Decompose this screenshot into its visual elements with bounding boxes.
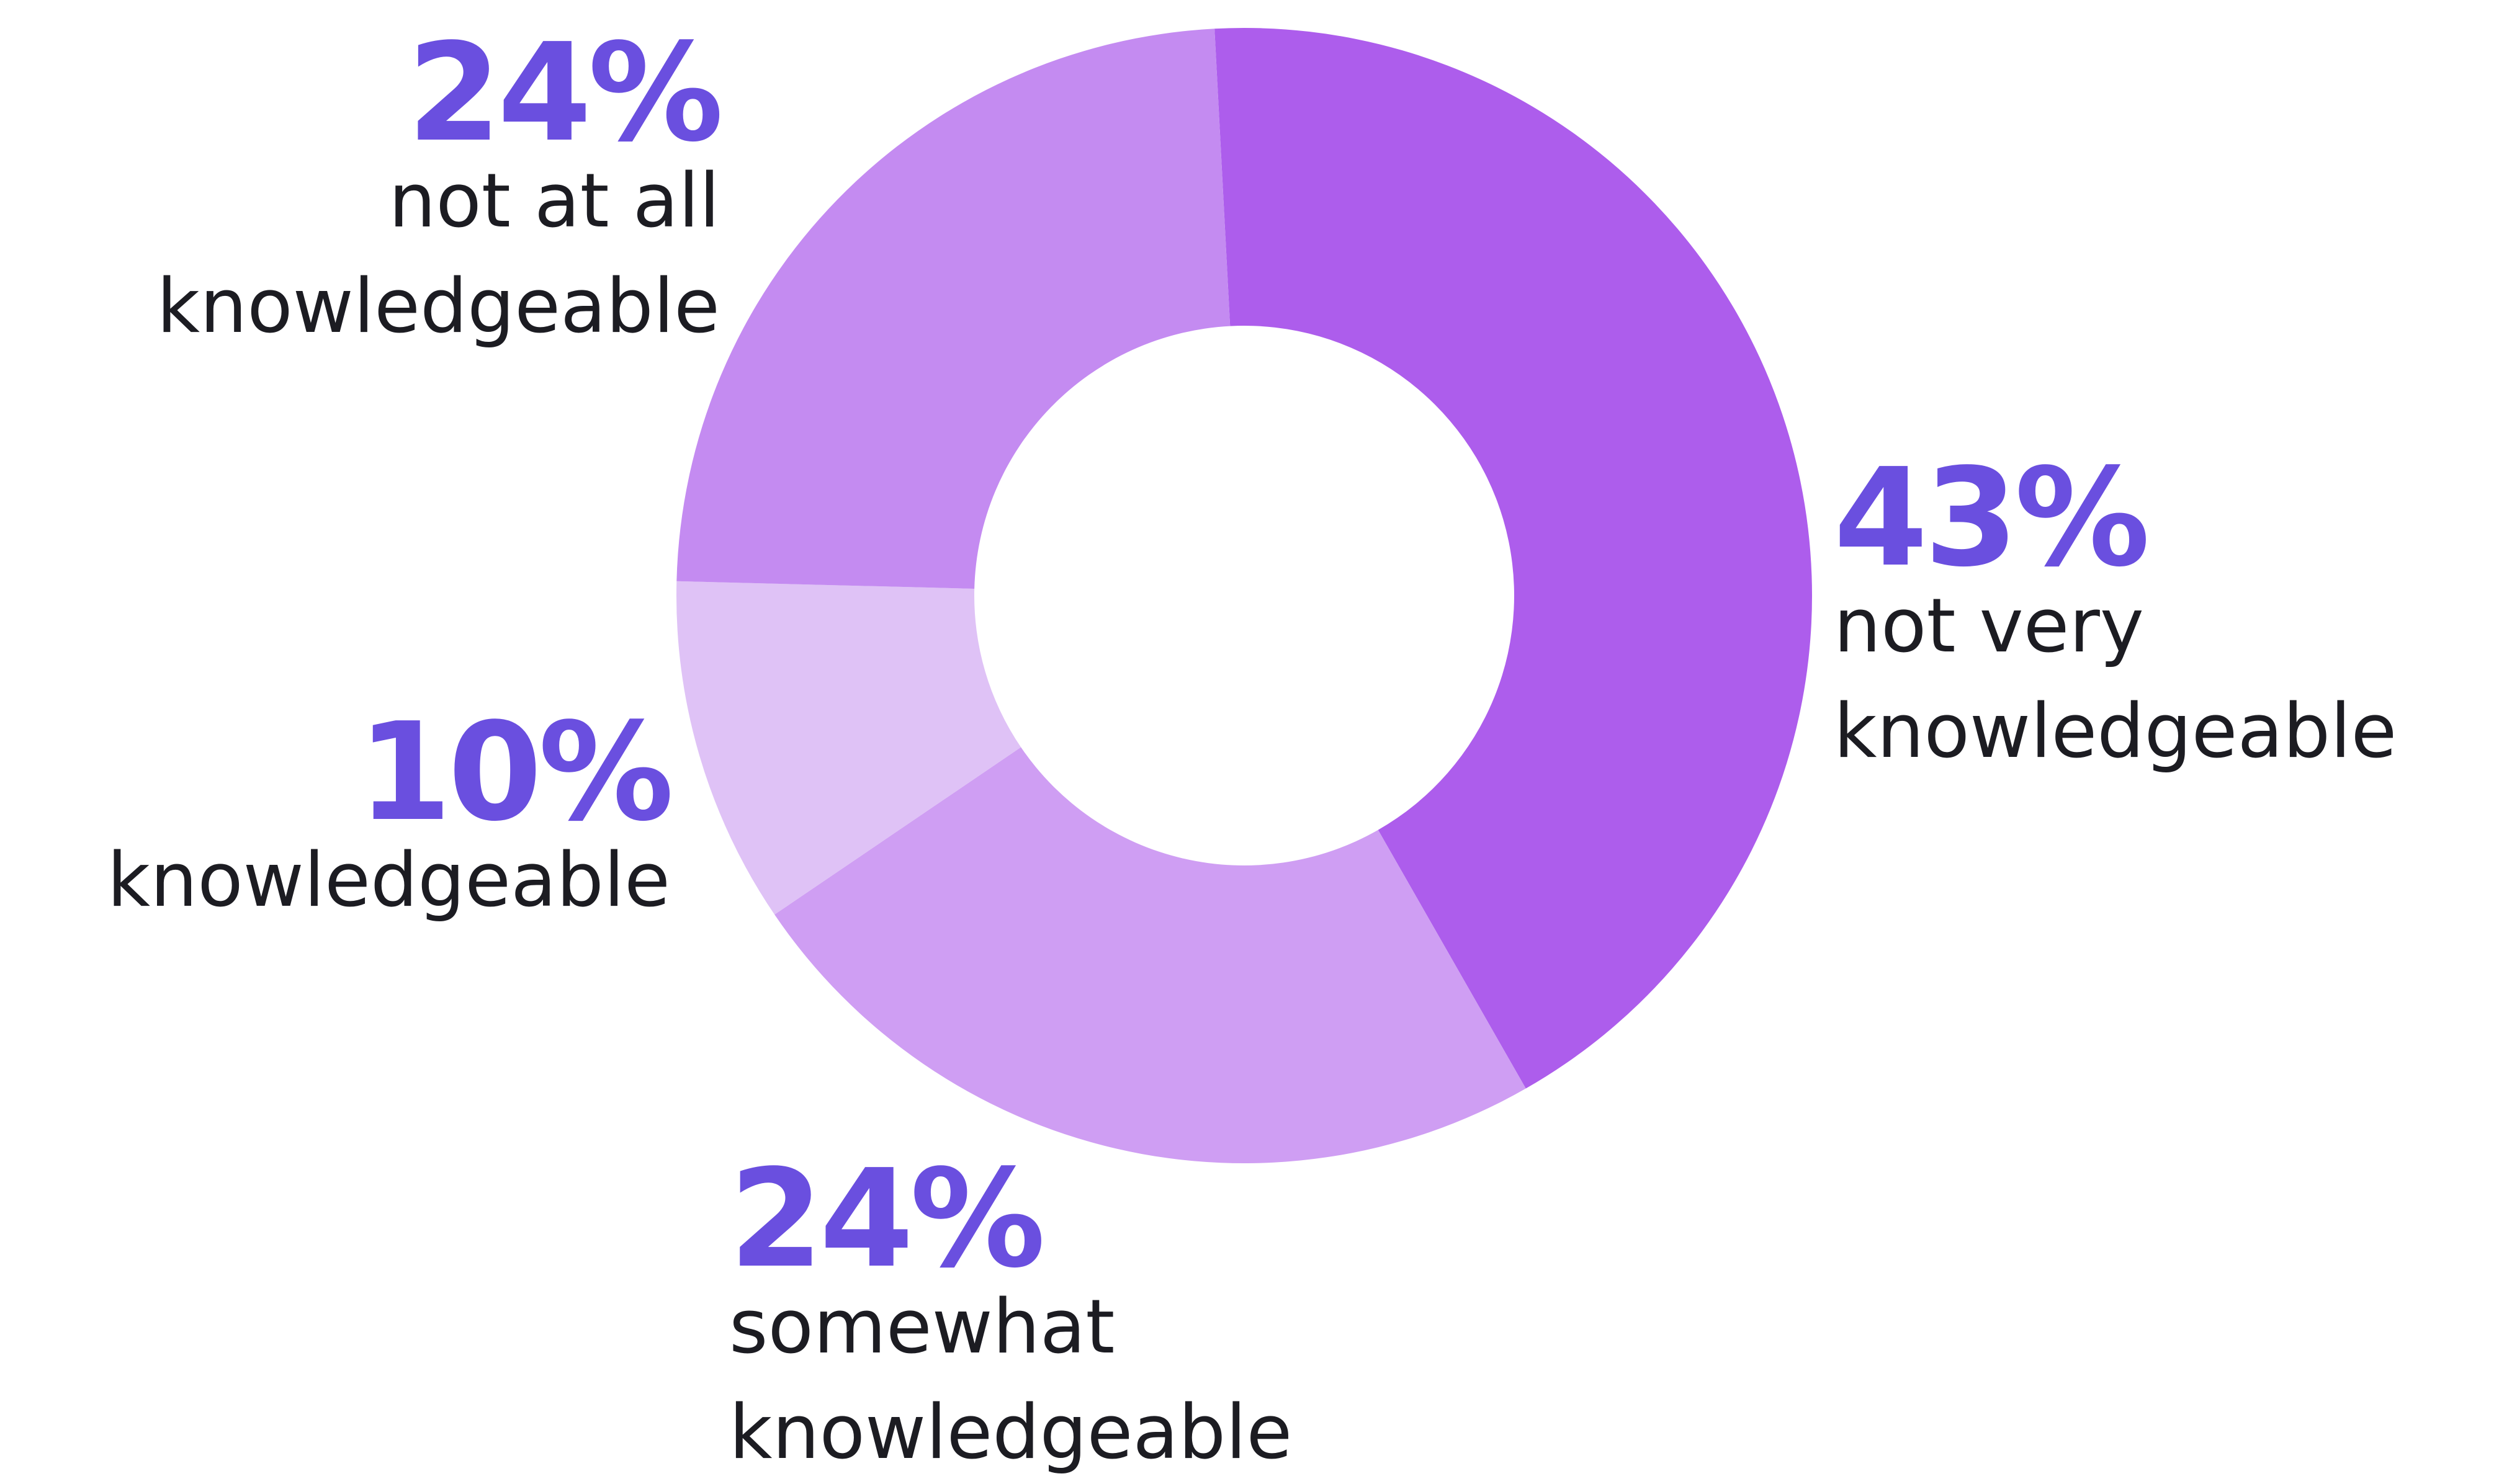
slice-not-very-knowledgeable [1214,27,1812,1089]
category-label-not-at-all-knowledgeable-line-1: not at all [388,158,720,244]
label-group-somewhat-knowledgeable: 24%somewhat knowledgeable [729,1141,1292,1476]
labels-layer: 43%not veryknowledgeable24%somewhatknowl… [107,15,2397,1476]
slice-knowledgeable [676,581,1021,915]
slice-not-at-all-knowledgeable [676,29,1231,589]
category-label-somewhat-knowledgeable-line-2: knowledgeable [729,1390,1292,1476]
pct-label-not-at-all-knowledgeable: 24% [407,15,720,172]
pct-label-knowledgeable: 10% [357,694,670,851]
category-label-somewhat-knowledgeable-line-1: somewhat [729,1284,1115,1370]
slices-layer [676,27,1812,1163]
label-group-knowledgeable: 10%knowledgeable [107,694,674,924]
pct-label-somewhat-knowledgeable: 24% [729,1141,1042,1298]
category-label-knowledgeable-line-1: knowledgeable [107,838,670,924]
category-label-not-at-all-knowledgeable-line-2: knowledgeable [157,264,720,350]
pct-label-not-very-knowledgeable: 43% [1834,440,2147,597]
label-group-not-very-knowledgeable: 43%not very knowledgeable [1834,440,2397,775]
category-label-not-very-knowledgeable-line-2: knowledgeable [1834,689,2397,775]
category-label-not-very-knowledgeable-line-1: not very [1834,583,2144,669]
label-group-not-at-all-knowledgeable: 24%not at all knowledgeable [157,15,724,350]
slice-somewhat-knowledgeable [774,747,1526,1163]
